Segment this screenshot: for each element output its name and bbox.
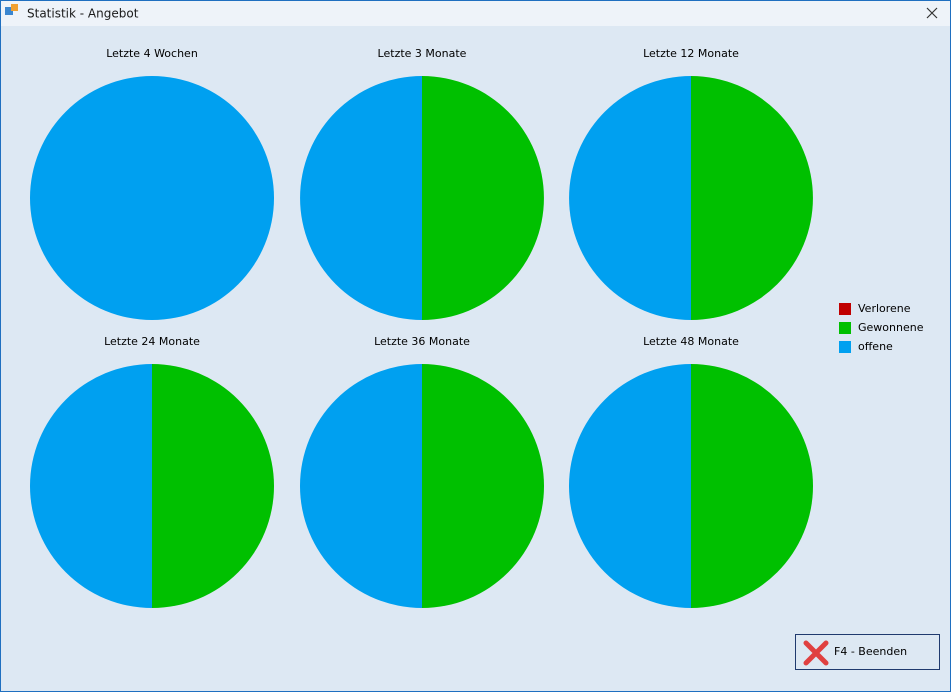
- app-icon: [5, 7, 13, 15]
- exit-button[interactable]: F4 - Beenden: [795, 634, 940, 670]
- pie-slice: [691, 76, 813, 320]
- pie-slice: [30, 364, 152, 608]
- pie-slice: [422, 364, 544, 608]
- pie-title: Letzte 4 Wochen: [106, 47, 198, 60]
- pie-slice: [152, 364, 274, 608]
- title-bar: [1, 1, 950, 26]
- button-icon: [803, 640, 829, 666]
- pie-slice: [300, 76, 422, 320]
- pie-slice: [30, 76, 274, 320]
- pie-title: Letzte 12 Monate: [643, 47, 739, 60]
- legend-swatch: [839, 303, 851, 315]
- pie-title: Letzte 3 Monate: [378, 47, 467, 60]
- legend-swatch: [839, 341, 851, 353]
- pie-slice: [569, 364, 691, 608]
- window-title: Statistik - Angebot: [27, 7, 139, 21]
- pie-slice: [300, 364, 422, 608]
- legend-label: Gewonnene: [858, 321, 924, 334]
- legend-label: Verlorene: [858, 302, 911, 315]
- pie-slice: [422, 76, 544, 320]
- pie-title: Letzte 36 Monate: [374, 335, 470, 348]
- close-button[interactable]: [926, 7, 938, 19]
- app-icon: [11, 4, 18, 11]
- pie-slice: [569, 76, 691, 320]
- legend-label: offene: [858, 340, 893, 353]
- pie-slice: [691, 364, 813, 608]
- button-label[interactable]: F4 - Beenden: [834, 645, 907, 658]
- legend-swatch: [839, 322, 851, 334]
- pie-title: Letzte 24 Monate: [104, 335, 200, 348]
- pie-title: Letzte 48 Monate: [643, 335, 739, 348]
